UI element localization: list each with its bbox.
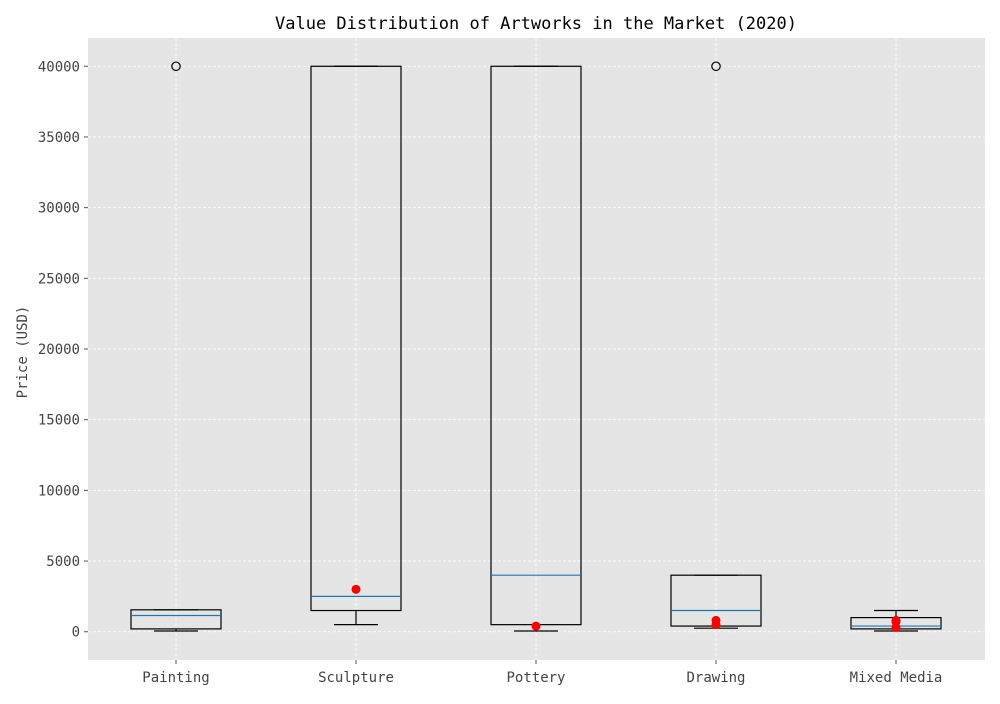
y-tick-label: 30000 xyxy=(38,201,80,217)
y-tick-label: 5000 xyxy=(46,554,80,570)
outlier-point xyxy=(171,61,181,72)
box-series xyxy=(130,61,942,632)
box-body xyxy=(130,609,222,630)
grid-lines xyxy=(88,38,985,660)
x-tick-label: Drawing xyxy=(686,670,745,686)
x-tick-label: Pottery xyxy=(506,670,565,686)
y-tick-label: 25000 xyxy=(38,271,80,287)
y-tick-label: 0 xyxy=(72,625,80,641)
x-tick-label: Sculpture xyxy=(318,670,394,686)
y-tick-label: 40000 xyxy=(38,59,80,75)
y-axis-ticks: 0 5000 10000 15000 20000 25000 30000 35000 40000 xyxy=(38,59,88,641)
data-point xyxy=(711,615,721,625)
chart-title: Value Distribution of Artworks in the Ma… xyxy=(275,14,797,34)
x-tick-label: Mixed Media xyxy=(850,670,943,686)
box-body xyxy=(310,65,402,612)
box-pottery xyxy=(490,65,582,632)
y-tick-label: 15000 xyxy=(38,413,80,429)
y-tick-label: 35000 xyxy=(38,130,80,146)
y-axis-label: Price (USD) xyxy=(15,306,31,399)
box-drawing xyxy=(670,61,762,630)
y-tick-label: 10000 xyxy=(38,483,80,499)
data-point xyxy=(531,621,541,631)
x-axis-ticks: Painting Sculpture Pottery Drawing Mixed Med… xyxy=(142,660,942,686)
box-mixed-media xyxy=(850,609,942,632)
box-sculpture xyxy=(310,65,402,626)
data-point xyxy=(891,615,901,625)
x-tick-label: Painting xyxy=(142,670,209,686)
y-tick-label: 20000 xyxy=(38,342,80,358)
data-point xyxy=(351,584,361,594)
outlier-point xyxy=(711,61,721,72)
box-painting xyxy=(130,61,222,632)
